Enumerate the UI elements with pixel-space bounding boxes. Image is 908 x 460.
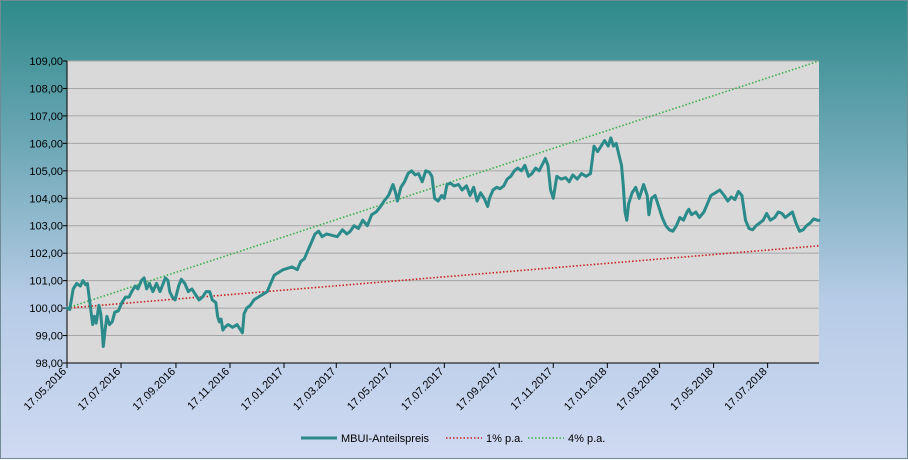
plot-area bbox=[67, 61, 819, 363]
y-tick-label: 98,00 bbox=[35, 358, 63, 370]
x-tick-label: 17.01.2018 bbox=[562, 366, 609, 413]
y-tick-label: 102,00 bbox=[29, 248, 63, 260]
x-tick-label: 17.11.2017 bbox=[509, 366, 556, 413]
y-tick-label: 100,00 bbox=[29, 303, 63, 315]
x-tick-label: 17.11.2016 bbox=[185, 366, 232, 413]
x-tick-label: 17.07.2017 bbox=[399, 366, 446, 413]
x-tick-label: 17.05.2018 bbox=[668, 366, 715, 413]
legend-label: MBUI-Anteilspreis bbox=[341, 433, 430, 445]
y-tick-label: 101,00 bbox=[29, 276, 63, 288]
series-layer bbox=[65, 60, 821, 348]
gridlines bbox=[67, 60, 819, 364]
x-tick-label: 17.01.2017 bbox=[239, 366, 286, 413]
y-tick-label: 106,00 bbox=[29, 138, 63, 150]
legend: MBUI-Anteilspreis 1% p.a. 4% p.a. bbox=[301, 433, 605, 445]
x-tick-label: 17.03.2018 bbox=[614, 366, 661, 413]
x-tick-label: 17.09.2016 bbox=[131, 366, 178, 413]
legend-label: 1% p.a. bbox=[486, 433, 523, 445]
x-tick-label: 17.03.2017 bbox=[291, 366, 338, 413]
series-line-four-percent bbox=[66, 60, 820, 309]
x-tick-label: 17.05.2017 bbox=[345, 366, 392, 413]
x-axis-ticks: 17.05.2016 17.07.2016 17.09.2016 17.11.2016… bbox=[22, 363, 770, 413]
x-tick-label: 17.05.2016 bbox=[22, 366, 69, 413]
y-tick-label: 103,00 bbox=[29, 221, 63, 233]
x-tick-label: 17.07.2016 bbox=[76, 366, 123, 413]
x-tick-label: 17.07.2018 bbox=[722, 366, 769, 413]
axes bbox=[66, 61, 819, 364]
y-tick-label: 107,00 bbox=[29, 111, 63, 123]
y-tick-label: 105,00 bbox=[29, 166, 63, 178]
y-tick-label: 104,00 bbox=[29, 193, 63, 205]
series-line-mbui-anteilspreis bbox=[65, 136, 821, 348]
legend-label: 4% p.a. bbox=[568, 433, 605, 445]
y-tick-label: 108,00 bbox=[29, 83, 63, 95]
y-axis-ticks: 98,00 99,00 100,00 101,00 102,00 103,00 104,00… bbox=[29, 56, 67, 370]
x-tick-label: 17.09.2017 bbox=[454, 366, 501, 413]
y-tick-label: 99,00 bbox=[35, 331, 63, 343]
y-tick-label: 109,00 bbox=[29, 56, 63, 68]
